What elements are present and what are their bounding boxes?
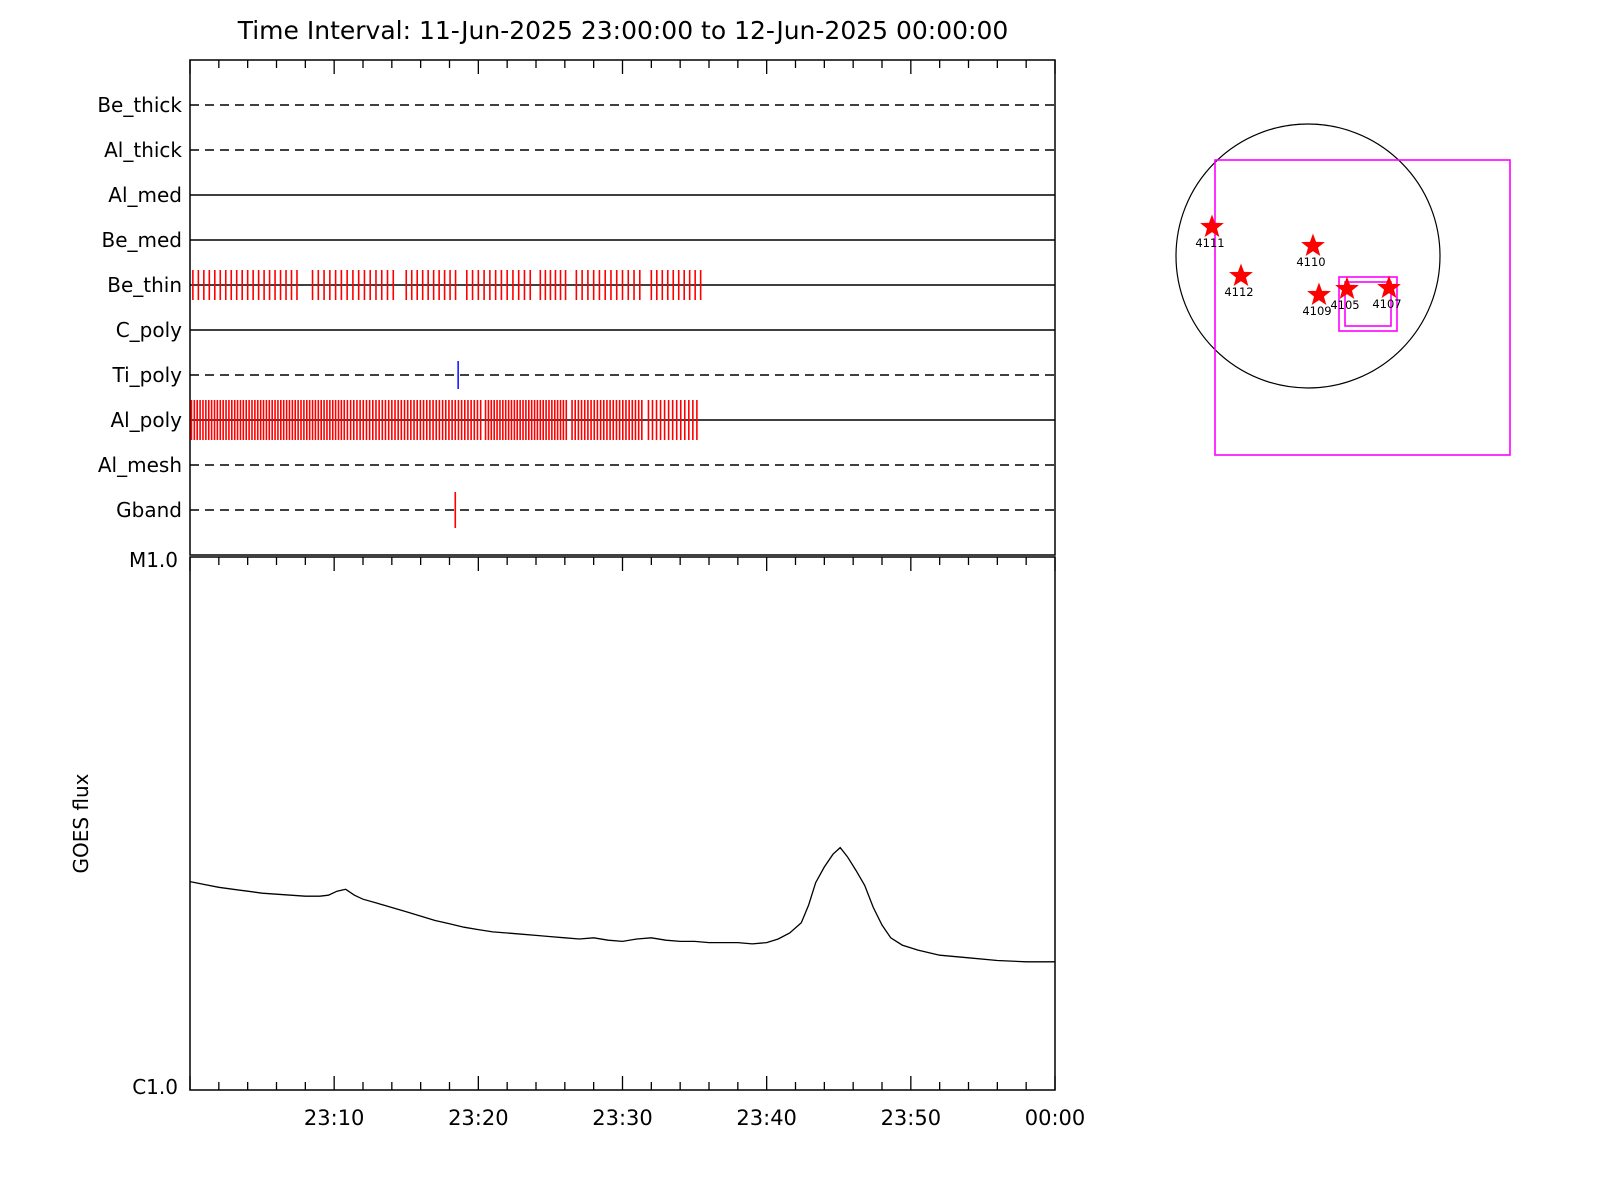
active-region-label: 4110 — [1296, 255, 1325, 269]
active-region-label: 4107 — [1372, 297, 1401, 311]
goes-flux-curve — [189, 846, 1055, 963]
channel-row-Ti_poly: Ti_poly — [112, 361, 1055, 389]
channel-row-Be_thin: Be_thin — [107, 270, 1055, 300]
channel-label: Al_thick — [104, 138, 182, 162]
fov-box — [1344, 281, 1392, 327]
channel-label: Al_mesh — [98, 453, 182, 477]
timeline-panel: Be_thick Al_thick Al_med Be_med Be_thin C_pol… — [97, 59, 1056, 556]
active-region-label: 4105 — [1330, 298, 1359, 312]
channel-label: Ti_poly — [112, 363, 183, 387]
channel-label: C_poly — [116, 318, 182, 342]
x-tick-label: 23:40 — [736, 1106, 797, 1130]
channel-row-Gband: Gband — [116, 492, 1055, 528]
channel-label: Be_thick — [97, 93, 182, 117]
fov-box — [1338, 276, 1398, 332]
active-region-4111: 4111 — [1195, 214, 1225, 250]
x-tick-label: 23:50 — [881, 1106, 942, 1130]
star-icon — [1307, 282, 1331, 306]
x-tick-label: 23:10 — [304, 1106, 365, 1130]
active-region-label: 4109 — [1302, 304, 1331, 318]
channel-label: Be_med — [101, 228, 182, 252]
star-icon — [1335, 276, 1359, 300]
active-region-label: 4112 — [1224, 285, 1253, 299]
channel-row-Be_med: Be_med — [101, 228, 1055, 252]
active-region-label: 4111 — [1195, 236, 1224, 250]
y-axis-title: GOES flux — [69, 773, 93, 873]
solar-disk — [1175, 123, 1441, 389]
active-region-4112: 4112 — [1224, 263, 1254, 299]
active-region-4107: 4107 — [1372, 275, 1402, 311]
star-icon — [1377, 275, 1401, 299]
goes-panel: 23:10 23:20 23:30 23:40 23:50 00:00 M1.0 C1.0 GO… — [69, 548, 1085, 1130]
channel-row-Be_thick: Be_thick — [97, 93, 1055, 117]
channel-row-Al_poly: Al_poly — [110, 400, 1055, 440]
active-region-4110: 4110 — [1296, 233, 1326, 269]
x-tick-label: 23:20 — [448, 1106, 509, 1130]
fov-box — [1214, 159, 1511, 456]
channel-label: Gband — [116, 498, 182, 522]
x-tick-label: 00:00 — [1025, 1106, 1086, 1130]
channel-row-Al_mesh: Al_mesh — [98, 453, 1055, 477]
channel-label: Be_thin — [107, 273, 182, 297]
star-icon — [1200, 214, 1224, 238]
channel-row-Al_thick: Al_thick — [104, 138, 1055, 162]
channel-label: Al_poly — [110, 408, 182, 432]
figure-title: Time Interval: 11-Jun-2025 23:00:00 to 1… — [237, 16, 1009, 45]
active-region-4109: 4109 — [1302, 282, 1332, 318]
channel-row-Al_med: Al_med — [108, 183, 1055, 207]
active-region-4105: 4105 — [1330, 276, 1360, 312]
channel-label: Al_med — [108, 183, 182, 207]
star-icon — [1301, 233, 1325, 257]
x-tick-label: 23:30 — [592, 1106, 653, 1130]
channel-row-C_poly: C_poly — [116, 318, 1055, 342]
y-bottom-label: C1.0 — [132, 1075, 178, 1099]
star-icon — [1229, 263, 1253, 287]
y-top-label: M1.0 — [129, 548, 178, 572]
